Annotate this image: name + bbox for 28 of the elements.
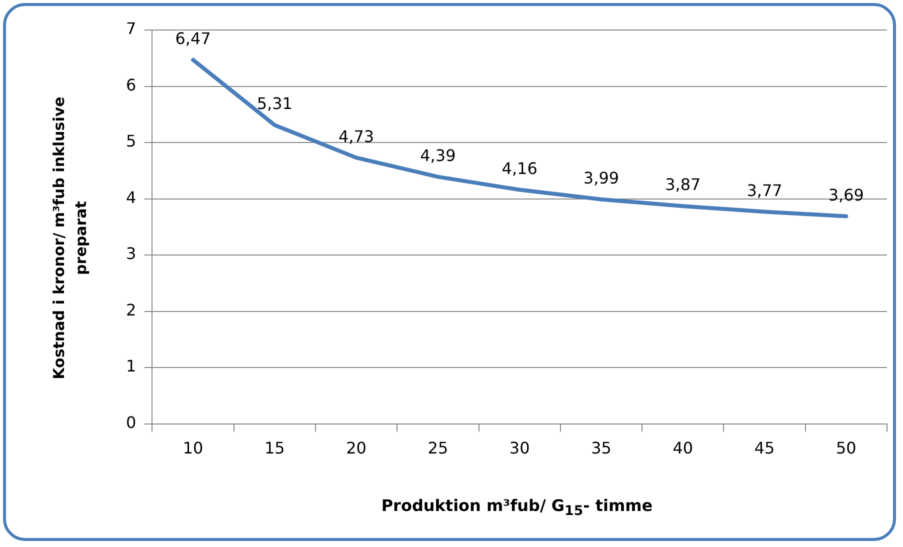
data-label: 3,99 <box>583 168 620 188</box>
data-label: 3,69 <box>828 185 864 204</box>
y-tick-label: 1 <box>126 356 136 376</box>
x-tick-label: 35 <box>591 438 612 458</box>
data-label: 3,77 <box>746 180 782 200</box>
y-tick-label: 7 <box>126 19 136 38</box>
x-tick-label: 25 <box>428 438 448 458</box>
data-label: 4,73 <box>338 126 374 146</box>
y-tick-label: 6 <box>126 75 136 94</box>
y-tick-label: 2 <box>126 300 136 320</box>
x-tick-label: 20 <box>346 438 366 458</box>
x-tick-label: 15 <box>264 438 285 458</box>
data-label: 5,31 <box>256 94 292 114</box>
y-tick-label: 4 <box>126 188 136 207</box>
x-tick-label: 50 <box>836 438 856 458</box>
y-tick-label: 3 <box>126 244 136 264</box>
x-tick-label: 40 <box>672 438 694 458</box>
data-label: 3,87 <box>665 175 701 194</box>
data-label: 6,47 <box>175 28 211 48</box>
y-axis-title: Kostnad i kronor/ m³fub inklusive preparat <box>49 96 91 382</box>
data-label: 4,16 <box>502 158 538 178</box>
x-tick-label: 10 <box>182 438 204 458</box>
data-label: 4,39 <box>420 146 456 165</box>
y-tick-label: 0 <box>126 412 136 432</box>
x-tick-label: 30 <box>509 438 530 458</box>
x-tick-label: 45 <box>754 438 775 458</box>
x-axis-title: Produktion m³fub/ G$_{15}$- timme <box>380 496 654 520</box>
y-tick-label: 5 <box>126 132 136 151</box>
